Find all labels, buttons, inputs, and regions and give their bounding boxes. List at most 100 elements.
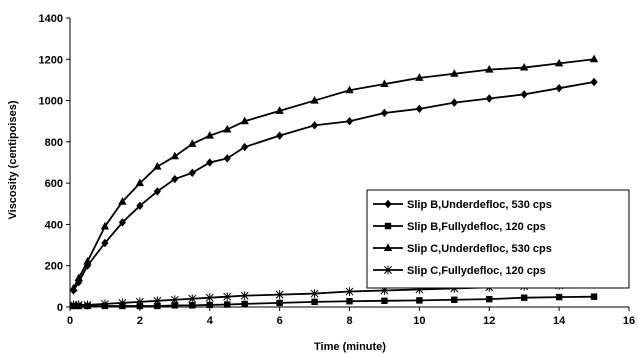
x-tick-label: 14 [553,315,566,327]
data-point [75,278,83,287]
legend-marker [384,265,392,275]
data-point [100,221,110,230]
data-point [485,65,494,73]
series-line [72,81,595,291]
y-tick-label: 1000 [39,96,63,108]
x-tick-label: 0 [67,315,73,327]
data-point [118,298,127,308]
legend-label: Slip B,Underdefloc, 530 cps [407,199,552,211]
x-tick-label: 12 [483,315,495,327]
data-point [275,106,284,114]
y-tick-label: 800 [45,137,63,149]
data-point [188,139,197,147]
x-tick-label: 16 [623,315,635,327]
data-point [485,94,493,103]
legend-entry: Slip B,Fullydefloc, 120 cps [373,221,546,233]
data-point [171,174,179,184]
legend-label: Slip B,Fullydefloc, 120 cps [407,221,546,233]
data-point [171,302,179,309]
x-tick-label: 4 [207,315,214,327]
y-axis-title: Viscosity (centipoises) [7,100,19,219]
data-point [170,151,180,160]
legend-label: Slip C,Underdefloc, 530 cps [407,243,552,255]
legend: Slip B,Underdefloc, 530 cps Slip B,Fullyd… [366,189,630,289]
legend-marker [384,199,392,209]
y-tick-label: 400 [45,219,63,231]
data-point [275,290,284,300]
data-point [486,295,493,303]
data-point [241,142,249,152]
data-point [136,201,144,211]
data-point [310,121,319,130]
data-point [206,158,214,167]
legend-entry: Slip C,Underdefloc, 530 cps [373,243,552,255]
data-point [153,162,162,170]
y-tick-label: 200 [45,261,63,273]
data-point [381,297,388,305]
data-point [345,287,354,296]
data-point [188,294,197,304]
data-point [205,131,214,139]
data-point [380,108,389,118]
data-point [520,90,528,99]
data-point [83,300,92,310]
y-tick-label: 600 [45,178,63,190]
data-point [590,293,598,300]
data-point [223,154,231,163]
data-point [345,117,354,126]
data-point [170,295,179,305]
legend-marker [384,222,392,230]
x-tick-label: 6 [277,315,283,327]
data-point [310,289,319,298]
legend-entry: Slip C,Fullydefloc, 120 cps [373,265,546,277]
x-tick-label: 8 [346,315,352,327]
data-point [74,273,83,282]
series-3 [69,54,599,292]
data-point [206,301,213,309]
data-point [380,79,389,88]
data-point [345,85,354,94]
data-point [554,58,564,67]
x-axis-title: Time (minute) [314,341,386,353]
data-point [101,238,109,248]
data-point [153,187,161,196]
x-tick-label: 2 [137,315,143,327]
series-line [72,58,595,289]
legend-box [366,189,630,289]
data-point [555,83,563,93]
data-point [555,293,563,301]
data-point [416,297,423,304]
data-point [589,54,599,63]
data-point [74,300,83,310]
data-point [240,116,249,125]
data-point [118,218,127,227]
data-point [224,301,231,308]
data-point [519,62,529,71]
data-point [310,95,319,104]
data-point [241,300,248,308]
data-point [205,293,214,303]
legend-marker [383,243,393,251]
data-point [189,302,196,309]
data-point [520,294,528,301]
data-point [450,69,459,77]
data-point [240,291,249,301]
data-point [276,131,284,140]
data-point [451,296,458,303]
legend-label: Slip C,Fullydefloc, 120 cps [407,265,546,277]
y-tick-label: 1400 [39,13,63,25]
data-point [450,98,458,107]
y-tick-label: 1200 [39,54,63,66]
data-point [135,178,145,187]
data-point [69,283,78,292]
data-point [415,104,423,114]
data-point [118,197,127,205]
data-point [153,296,162,306]
data-point [223,292,232,302]
data-point [154,302,161,310]
data-point [223,124,232,133]
legend-entry: Slip B,Underdefloc, 530 cps [373,199,552,211]
data-point [415,73,424,81]
series-line [73,295,595,307]
